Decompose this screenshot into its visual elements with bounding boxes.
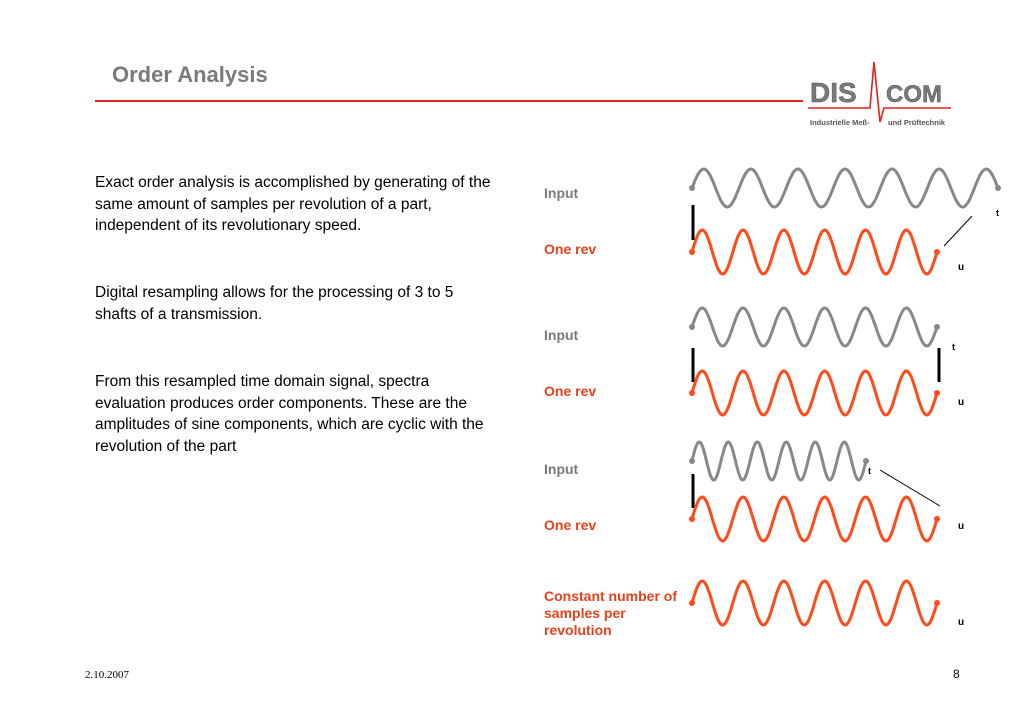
input-end-point-2 xyxy=(934,324,940,330)
logo-pulse-icon xyxy=(808,61,951,123)
one-rev-start-point-1 xyxy=(689,249,695,255)
logo-text-com: COM xyxy=(886,81,942,108)
logo-text-dis: DIS xyxy=(810,77,857,108)
constant-start-point xyxy=(689,600,695,606)
input-label-1: Input xyxy=(544,185,579,201)
input-waveform-2 xyxy=(690,306,939,348)
time-axis-label-3: t xyxy=(868,466,871,476)
constant-samples-label: Constant number of samples per revolutio… xyxy=(544,588,677,638)
one-rev-start-point-3 xyxy=(689,516,695,522)
input-end-point-1 xyxy=(995,185,1001,191)
title-underline xyxy=(95,100,803,102)
input-start-point-2 xyxy=(689,324,695,330)
rev-axis-label-2: u xyxy=(958,397,964,408)
constant-end-point xyxy=(934,600,940,606)
one-rev-end-point-2 xyxy=(934,390,940,396)
time-axis-label-1: t xyxy=(996,208,999,218)
rev-axis-label-3: u xyxy=(958,521,964,532)
constant-samples-waveform xyxy=(690,579,939,627)
rev-axis-label-1: u xyxy=(958,262,964,273)
mapping-line-3 xyxy=(879,469,941,507)
one-rev-label-2: One rev xyxy=(544,383,597,399)
input-label-3: Input xyxy=(544,461,579,477)
one-rev-waveform-2 xyxy=(690,369,939,417)
input-waveform-3 xyxy=(690,440,868,482)
input-start-point-1 xyxy=(689,185,695,191)
one-rev-label-3: One rev xyxy=(544,517,597,533)
mapping-line-1 xyxy=(943,215,973,247)
input-end-point-3 xyxy=(863,458,869,464)
discom-logo: DIS COM xyxy=(806,60,956,130)
one-rev-end-point-1 xyxy=(934,249,940,255)
footer-date: 2.10.2007 xyxy=(85,669,129,681)
one-rev-label-1: One rev xyxy=(544,241,597,257)
logo-tagline-right: und Prüftechnik xyxy=(888,118,946,127)
one-rev-start-point-2 xyxy=(689,390,695,396)
slide-title: Order Analysis xyxy=(112,62,268,87)
input-start-point-3 xyxy=(689,458,695,464)
page-number: 8 xyxy=(953,667,960,681)
paragraph-spectra: From this resampled time domain signal, … xyxy=(95,373,484,455)
rev-axis-label-4: u xyxy=(958,617,964,628)
time-axis-label-2: t xyxy=(952,342,955,352)
paragraph-resampling: Digital resampling allows for the proces… xyxy=(95,284,454,323)
input-waveform-1 xyxy=(690,167,1000,209)
one-rev-waveform-3 xyxy=(690,495,939,543)
input-label-2: Input xyxy=(544,327,579,343)
paragraph-order-analysis: Exact order analysis is accomplished by … xyxy=(95,174,491,234)
one-rev-waveform-1 xyxy=(690,228,939,276)
one-rev-end-point-3 xyxy=(934,516,940,522)
logo-tagline-left: Industrielle Meß- xyxy=(810,118,870,127)
